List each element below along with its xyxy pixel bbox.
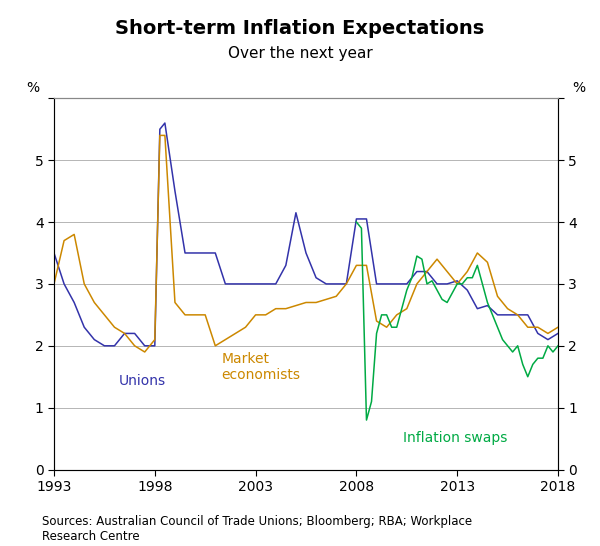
Text: Inflation swaps: Inflation swaps (403, 431, 507, 445)
Text: Short-term Inflation Expectations: Short-term Inflation Expectations (115, 19, 485, 38)
Text: Over the next year: Over the next year (227, 46, 373, 61)
Text: Unions: Unions (119, 373, 166, 388)
Text: %: % (26, 81, 40, 94)
Text: Sources: Australian Council of Trade Unions; Bloomberg; RBA; Workplace
Research : Sources: Australian Council of Trade Uni… (42, 515, 472, 543)
Text: Market
economists: Market economists (221, 352, 301, 382)
Text: %: % (572, 81, 586, 94)
